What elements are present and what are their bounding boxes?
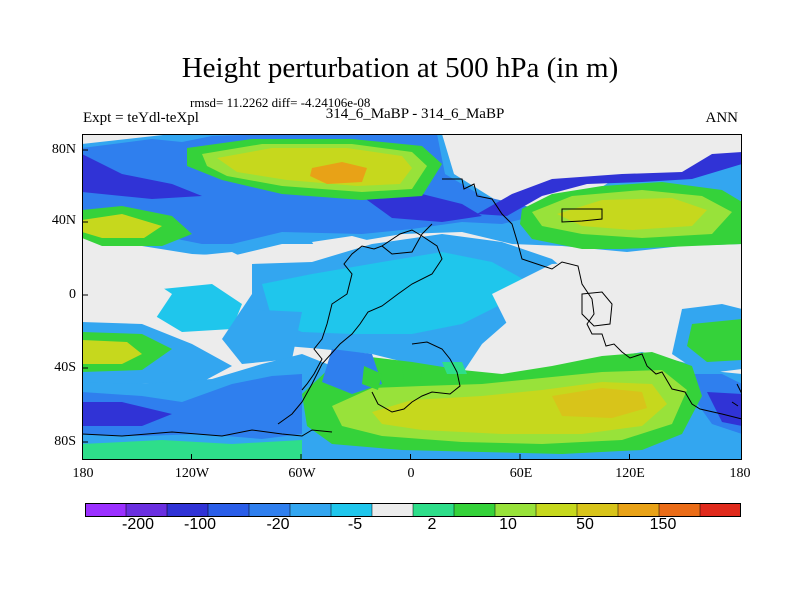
- cyan-patch-west: [152, 284, 242, 332]
- case-label: 314_6_MaBP - 314_6_MaBP: [325, 106, 505, 122]
- contour-map: [82, 134, 742, 460]
- colorbar-cell: [453, 503, 496, 517]
- season-label: ANN: [705, 110, 739, 126]
- map-frame: [82, 134, 742, 460]
- olive-south-west: [82, 340, 142, 364]
- colorbar-cell: [248, 503, 291, 517]
- olive-asia-high: [557, 198, 707, 230]
- lon-tick-60w: 60W: [288, 466, 316, 481]
- teal-antarctic-edge: [82, 440, 302, 460]
- dark-blue-south-pacific: [82, 402, 172, 426]
- axis-ticks: [82, 149, 630, 460]
- lon-tick-0: 0: [407, 466, 415, 481]
- lon-tick-180w: 180: [72, 466, 94, 481]
- americas-west-outline: [301, 223, 433, 391]
- colorbar-cell: [125, 503, 168, 517]
- yellow-south-high: [552, 388, 647, 418]
- colorbar-cell: [207, 503, 250, 517]
- asia-interior-outline: [561, 208, 603, 223]
- colorbar-label-m200: -200: [121, 516, 155, 533]
- orange-polar-max: [310, 162, 367, 184]
- colorbar-label-2: 2: [427, 516, 437, 533]
- lat-tick-40s: 40S: [54, 360, 76, 375]
- colorbar-cell: [617, 503, 660, 517]
- lon-tick-60e: 60E: [509, 466, 533, 481]
- colorbar-label-150: 150: [649, 516, 677, 533]
- dark-blue-siberia: [477, 152, 742, 216]
- colorbar-label-m5: -5: [347, 516, 363, 533]
- gray-west-tropics: [82, 274, 172, 326]
- africa-outline: [371, 341, 461, 413]
- gray-patch-2: [192, 252, 252, 274]
- colorbar-label-m100: -100: [183, 516, 217, 533]
- green-south-east: [687, 319, 742, 362]
- eurasia-outline: [442, 178, 742, 420]
- dark-blue-south-east: [707, 392, 742, 426]
- colorbar-cell: [699, 503, 741, 517]
- plot-title: Height perturbation at 500 hPa (in m): [181, 52, 619, 84]
- colorbar-cell: [85, 503, 127, 517]
- gray-patch-1: [82, 244, 122, 266]
- colorbar-cell: [289, 503, 332, 517]
- colorbar-cell: [330, 503, 373, 517]
- green-patch-south-america: [362, 366, 382, 390]
- olive-west-high: [82, 214, 162, 238]
- south-america-outline: [277, 229, 443, 425]
- lon-tick-180e: 180: [729, 466, 751, 481]
- lon-tick-120w: 120W: [174, 466, 210, 481]
- lat-tick-eq: 0: [69, 287, 76, 302]
- lat-tick-80n: 80N: [51, 142, 76, 157]
- colorbar-cell: [371, 503, 414, 517]
- lat-tick-40n: 40N: [51, 213, 76, 228]
- colorbar-cell: [658, 503, 701, 517]
- blue-light-tropic-west: [222, 309, 302, 364]
- dark-blue-west-pacific: [82, 154, 202, 199]
- stats-label: rmsd= 11.2262 diff= -4.24106e-08: [190, 95, 371, 110]
- colorbar-label-50: 50: [576, 516, 594, 533]
- colorbar-cell: [412, 503, 455, 517]
- colorbar-cell: [535, 503, 578, 517]
- antarctic-outline: [82, 429, 333, 437]
- experiment-label: Expt = teYdl-teXpl: [83, 110, 199, 126]
- india-outline: [581, 291, 613, 327]
- lat-tick-80s: 80S: [54, 434, 76, 449]
- colorbar-cell: [576, 503, 619, 517]
- lon-tick-120e: 120E: [615, 466, 645, 481]
- colorbar-label-m20: -20: [266, 516, 290, 533]
- colorbar-frame: [85, 503, 741, 517]
- colorbar: [85, 503, 741, 517]
- colorbar-cell: [494, 503, 537, 517]
- coastline-outlines: [82, 178, 742, 437]
- green-patch-atlantic: [402, 366, 422, 384]
- colorbar-label-10: 10: [499, 516, 517, 533]
- colorbar-cell: [166, 503, 209, 517]
